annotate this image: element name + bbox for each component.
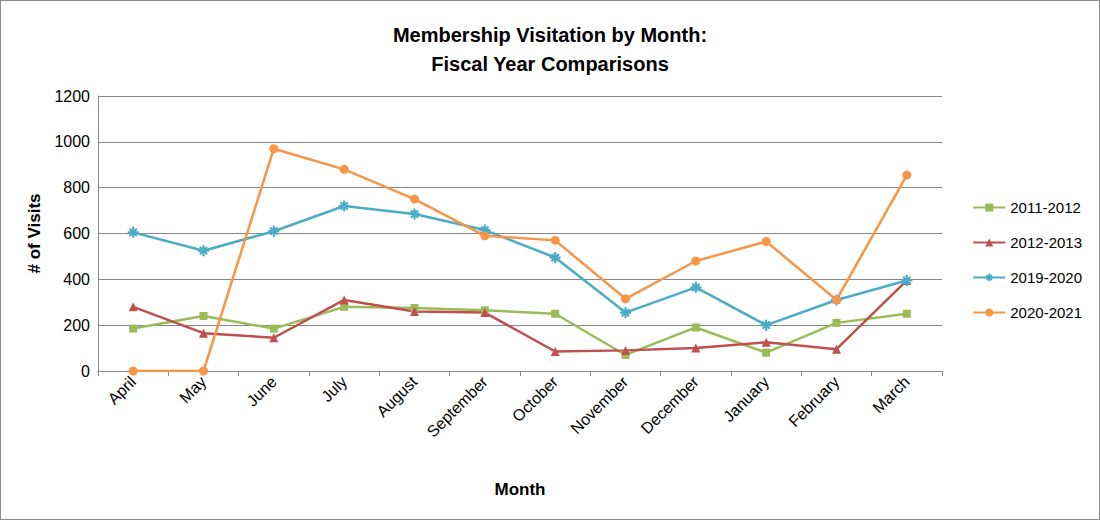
svg-text:August: August (373, 373, 421, 421)
svg-text:1000: 1000 (54, 133, 90, 150)
svg-text:July: July (318, 373, 350, 405)
svg-text:May: May (176, 373, 209, 406)
svg-text:April: April (105, 373, 140, 408)
svg-text:February: February (785, 373, 842, 430)
svg-text:November: November (567, 373, 632, 438)
svg-text:2020-2021: 2020-2021 (1010, 304, 1082, 321)
svg-text:2019-2020: 2019-2020 (1010, 269, 1082, 286)
svg-text:Month: Month (495, 480, 546, 499)
svg-text:1200: 1200 (54, 88, 90, 105)
svg-text:December: December (638, 373, 703, 438)
svg-text:# of Visits: # of Visits (25, 194, 44, 274)
svg-text:2012-2013: 2012-2013 (1010, 234, 1082, 251)
svg-text:October: October (509, 373, 562, 426)
svg-text:0: 0 (81, 363, 90, 380)
svg-text:Fiscal Year Comparisons: Fiscal Year Comparisons (431, 53, 669, 75)
svg-text:June: June (243, 373, 280, 410)
svg-text:400: 400 (63, 271, 90, 288)
svg-text:September: September (424, 373, 492, 441)
svg-text:800: 800 (63, 179, 90, 196)
svg-text:March: March (869, 373, 912, 416)
svg-text:January: January (720, 373, 772, 425)
svg-text:2011-2012: 2011-2012 (1010, 199, 1081, 216)
svg-text:Membership Visitation by Month: Membership Visitation by Month: (393, 24, 707, 46)
svg-text:600: 600 (63, 225, 90, 242)
svg-text:200: 200 (63, 317, 90, 334)
